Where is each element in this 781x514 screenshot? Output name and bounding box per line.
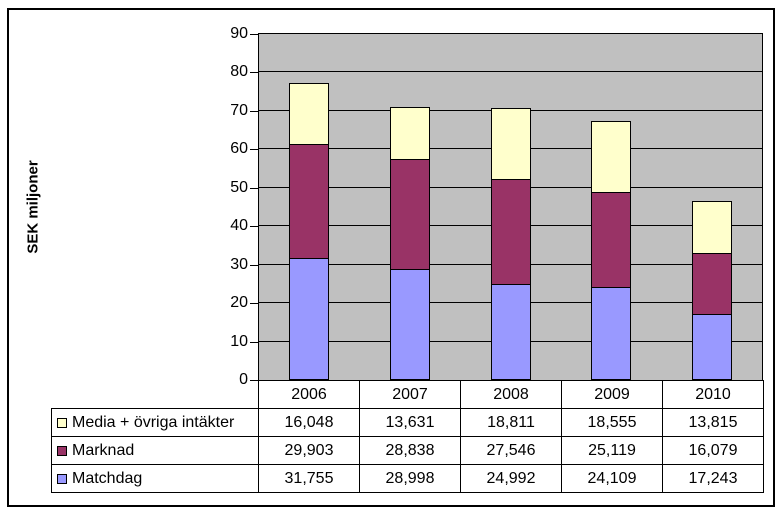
year-header-cell: 2006	[258, 380, 360, 409]
table-corner-cell	[52, 381, 259, 409]
y-tick-mark	[250, 149, 258, 151]
bar-segment	[389, 158, 430, 270]
value-cell: 27,546	[460, 436, 562, 465]
bar-stack-2010	[691, 200, 732, 380]
legend-swatch-icon	[57, 417, 67, 428]
bar-segment	[389, 107, 430, 160]
value-cell: 18,555	[561, 408, 663, 437]
y-tick-mark	[250, 226, 258, 228]
table-row: Matchdag 31,755 28,998 24,992 24,109 17,243	[51, 464, 764, 493]
series-name: Marknad	[72, 441, 135, 459]
plot-area	[258, 33, 763, 381]
bar-stack-2009	[591, 121, 632, 380]
y-axis-title: SEK miljoner	[24, 160, 42, 254]
value-cell: 29,903	[258, 436, 360, 465]
bar-segment	[289, 83, 330, 145]
year-header-cell: 2007	[359, 380, 461, 409]
bar-segment	[691, 313, 732, 380]
value-cell: 13,815	[662, 408, 764, 437]
bar-segment	[289, 143, 330, 259]
y-tick-label: 90	[230, 25, 248, 42]
y-tick-label: 80	[230, 63, 248, 81]
gridline	[259, 71, 762, 73]
bar-segment	[490, 179, 531, 285]
y-tick-mark	[250, 380, 258, 381]
series-name: Matchdag	[72, 469, 143, 487]
y-tick-label: 30	[230, 255, 248, 273]
y-tick-label: 70	[230, 101, 248, 119]
legend-cell: Marknad	[51, 436, 259, 465]
bar-stack-2008	[490, 107, 531, 380]
bar-segment	[591, 191, 632, 289]
bar-segment	[691, 200, 732, 254]
value-cell: 24,992	[460, 464, 562, 493]
y-tick-label: 50	[230, 178, 248, 196]
table-row: Media + övriga intäkter 16,048 13,631 18,81…	[51, 408, 764, 437]
y-tick-label: 60	[230, 140, 248, 158]
y-tick-mark	[250, 303, 258, 305]
y-tick-label: 40	[230, 217, 248, 235]
year-header-cell: 2008	[460, 380, 562, 409]
value-cell: 24,109	[561, 464, 663, 493]
value-cell: 28,998	[359, 464, 461, 493]
bar-segment	[591, 121, 632, 193]
bar-segment	[490, 283, 531, 380]
legend-swatch-icon	[57, 445, 67, 456]
value-cell: 16,048	[258, 408, 360, 437]
bar-stack-2006	[289, 83, 330, 380]
y-tick-label: 20	[230, 294, 248, 312]
value-cell: 16,079	[662, 436, 764, 465]
year-header-cell: 2010	[662, 380, 764, 409]
table-row: Marknad 29,903 28,838 27,546 25,119 16,079	[51, 436, 764, 465]
series-name: Media + övriga intäkter	[72, 413, 235, 431]
bar-segment	[289, 257, 330, 380]
y-tick-label: 10	[230, 332, 248, 350]
chart-data-table: 2006 2007 2008 2009 2010 Media + övriga intäk…	[51, 380, 764, 493]
y-tick-mark	[250, 341, 258, 343]
value-cell: 31,755	[258, 464, 360, 493]
value-cell: 18,811	[460, 408, 562, 437]
legend-swatch-icon	[57, 473, 67, 484]
bar-segment	[389, 268, 430, 380]
value-cell: 13,631	[359, 408, 461, 437]
y-tick-mark	[250, 264, 258, 266]
value-cell: 28,838	[359, 436, 461, 465]
value-cell: 25,119	[561, 436, 663, 465]
year-header-cell: 2009	[561, 380, 663, 409]
y-tick-mark	[250, 110, 258, 112]
y-tick-mark	[250, 72, 258, 74]
bar-segment	[591, 287, 632, 380]
bar-segment	[691, 252, 732, 315]
legend-cell: Matchdag	[51, 464, 259, 493]
y-tick-mark	[250, 187, 258, 189]
bar-stack-2007	[389, 107, 430, 380]
value-cell: 17,243	[662, 464, 764, 493]
bar-segment	[490, 107, 531, 181]
y-tick-mark	[250, 34, 258, 35]
legend-cell: Media + övriga intäkter	[51, 408, 259, 437]
y-tick-label: 0	[239, 371, 248, 388]
